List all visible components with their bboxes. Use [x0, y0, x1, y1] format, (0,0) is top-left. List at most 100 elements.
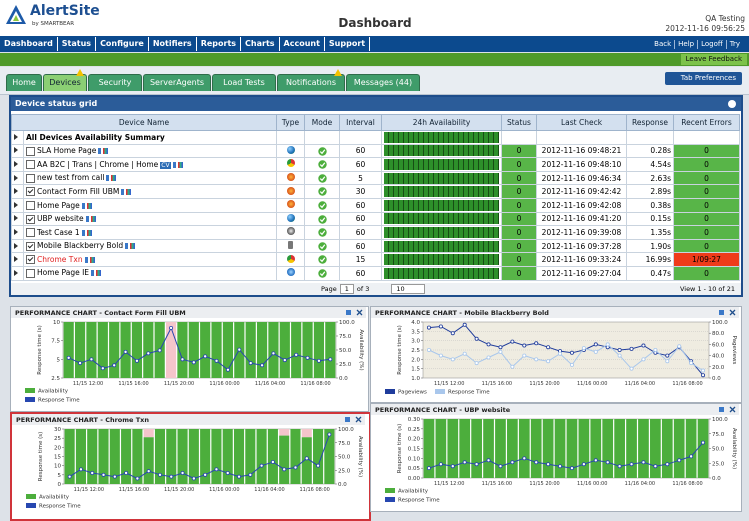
configure-icon[interactable] [345, 417, 350, 422]
column-header[interactable]: Status [501, 114, 537, 131]
edit-icon[interactable] [85, 216, 89, 223]
device-row[interactable]: Mobile Blackberry Bold 60 0 2012-11-16 09:3… [11, 238, 740, 254]
device-name[interactable]: AA B2C | Trans | Chrome | Home [37, 159, 159, 169]
nav-item[interactable]: Status [58, 37, 97, 51]
expand-arrow[interactable] [14, 269, 18, 276]
tab[interactable]: Security [88, 74, 142, 91]
close-icon[interactable] [355, 416, 362, 423]
device-name[interactable]: Home Page IE [37, 268, 90, 278]
checkbox[interactable] [26, 160, 35, 170]
page-input[interactable]: 1 [339, 284, 354, 294]
device-row[interactable]: Test Case 1 60 0 2012-11-16 09:39:08 1.35s 0 [11, 225, 740, 240]
expand-arrow[interactable] [14, 256, 18, 263]
report-icon[interactable] [130, 243, 136, 250]
configure-icon[interactable] [346, 310, 351, 315]
collapse-button[interactable] [728, 100, 736, 108]
column-header[interactable]: Device Name [11, 114, 277, 131]
expand-arrow[interactable] [14, 174, 18, 181]
device-row[interactable]: Contact Form Fill UBM 30 0 2012-11-16 09:42… [11, 184, 740, 199]
device-row[interactable]: Home Page IE 60 0 2012-11-16 09:27:04 0.47s 0 [11, 265, 740, 281]
device-row[interactable]: UBP website 60 0 2012-11-16 09:41:20 0.15s 0 [11, 211, 740, 227]
configure-icon[interactable] [719, 407, 724, 412]
expand-arrow[interactable] [14, 188, 18, 195]
report-icon[interactable] [89, 256, 95, 263]
expand-arrow[interactable] [14, 215, 18, 222]
device-row[interactable]: SLA Home Page 60 0 2012-11-16 09:48:21 0.28s… [11, 143, 740, 159]
configure-icon[interactable] [719, 310, 724, 315]
column-header[interactable]: Mode [304, 114, 340, 131]
edit-icon[interactable] [125, 243, 129, 250]
edit-icon[interactable] [84, 256, 88, 263]
expand-arrow[interactable] [14, 228, 18, 235]
report-icon[interactable] [111, 175, 117, 182]
nav-link[interactable]: Logoff [697, 39, 726, 49]
nav-item[interactable]: Configure [96, 37, 149, 51]
checkbox[interactable] [26, 241, 35, 251]
device-row[interactable]: new test from call 5 0 2012-11-16 09:46:34 2… [11, 170, 740, 186]
edit-icon[interactable] [98, 148, 102, 155]
column-header[interactable]: Type [276, 114, 305, 131]
tab[interactable]: Devices [43, 69, 87, 91]
checkbox[interactable] [26, 173, 35, 183]
nav-item[interactable]: Reports [197, 37, 242, 51]
tab[interactable]: ServerAgents [143, 74, 211, 91]
device-name[interactable]: Test Case 1 [37, 227, 80, 237]
tab[interactable]: Notifications [277, 69, 345, 91]
close-icon[interactable] [729, 406, 736, 413]
nav-item[interactable]: Charts [241, 37, 280, 51]
report-icon[interactable] [103, 148, 109, 155]
expand-arrow[interactable] [14, 201, 18, 208]
device-row[interactable]: Home Page 60 0 2012-11-16 09:42:08 0.38s 0 [11, 197, 740, 213]
checkbox[interactable] [26, 201, 35, 211]
column-header[interactable]: Last Check [536, 114, 627, 131]
expand-arrow[interactable] [14, 242, 18, 249]
nav-item[interactable]: Support [325, 37, 371, 51]
nav-link[interactable]: Try [725, 39, 743, 49]
device-name[interactable]: new test from call [37, 173, 105, 183]
per-page[interactable]: 10 [391, 284, 426, 294]
expand-arrow[interactable] [14, 160, 18, 167]
device-name[interactable]: Contact Form Fill UBM [37, 186, 120, 196]
edit-icon[interactable] [121, 188, 125, 195]
report-icon[interactable] [177, 161, 183, 168]
nav-item[interactable]: Notifiers [149, 37, 197, 51]
feedback-link[interactable]: Leave Feedback [680, 54, 747, 65]
tab[interactable]: Home [6, 74, 42, 91]
nav-item[interactable]: Account [280, 37, 325, 51]
checkbox[interactable] [26, 214, 35, 224]
device-name[interactable]: Chrome Txn [37, 254, 83, 264]
column-header[interactable]: Interval [339, 114, 382, 131]
expand-arrow[interactable] [14, 147, 18, 154]
device-row[interactable]: Chrome Txn 15 0 2012-11-16 09:33:24 16.99s 1/… [11, 252, 740, 267]
edit-icon[interactable] [91, 270, 95, 277]
device-name[interactable]: Mobile Blackberry Bold [37, 241, 124, 251]
report-icon[interactable] [86, 229, 92, 236]
report-icon[interactable] [90, 216, 96, 223]
close-icon[interactable] [356, 309, 363, 316]
checkbox[interactable] [26, 187, 35, 197]
device-name[interactable]: Home Page [37, 200, 80, 210]
nav-link[interactable]: Back [654, 39, 672, 48]
edit-icon[interactable] [81, 229, 85, 236]
tab-preferences[interactable]: Tab Preferences [664, 72, 742, 85]
checkbox[interactable] [26, 146, 35, 156]
column-header[interactable]: Response [626, 114, 674, 131]
device-name[interactable]: UBP website [37, 214, 84, 224]
column-header[interactable]: 24h Availability [381, 114, 502, 131]
nav-item[interactable]: Dashboard [0, 37, 58, 51]
report-icon[interactable] [86, 202, 92, 209]
edit-icon[interactable] [172, 161, 176, 168]
device-name[interactable]: SLA Home Page [37, 146, 97, 156]
checkbox[interactable] [26, 255, 35, 265]
column-header[interactable]: Recent Errors [673, 114, 740, 131]
tab[interactable]: Messages (44) [346, 74, 420, 91]
checkbox[interactable] [26, 228, 35, 238]
edit-icon[interactable] [106, 175, 110, 182]
report-icon[interactable] [96, 270, 102, 277]
device-row[interactable]: AA B2C | Trans | Chrome | Home CV 60 0 2012-… [11, 157, 740, 172]
close-icon[interactable] [729, 309, 736, 316]
report-icon[interactable] [126, 188, 132, 195]
tab[interactable]: Load Tests [212, 74, 276, 91]
edit-icon[interactable] [81, 202, 85, 209]
nav-link[interactable]: Help [674, 39, 697, 49]
